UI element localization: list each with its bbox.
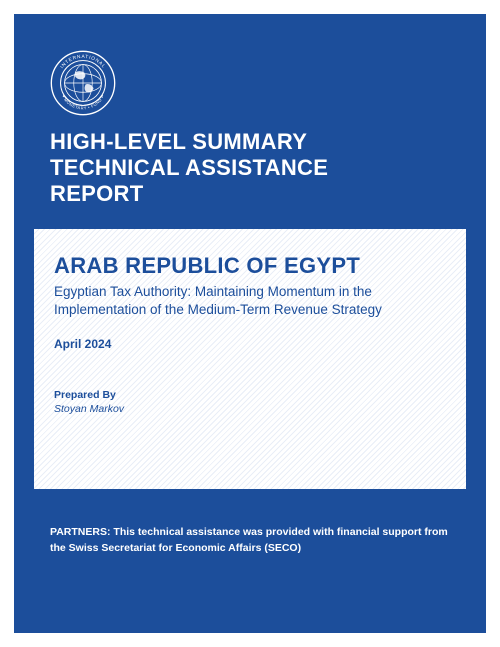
partners-text: This technical assistance was provided w…	[50, 526, 448, 554]
title-panel: ARAB REPUBLIC OF EGYPT Egyptian Tax Auth…	[34, 229, 466, 489]
logo-container: INTERNATIONAL • MONETARY • FUND •	[50, 50, 116, 116]
imf-seal-icon: INTERNATIONAL • MONETARY • FUND •	[50, 50, 116, 116]
author-name: Stoyan Markov	[54, 403, 446, 415]
country-title: ARAB REPUBLIC OF EGYPT	[54, 253, 446, 279]
report-subtitle: Egyptian Tax Authority: Maintaining Mome…	[54, 283, 414, 319]
report-cover: INTERNATIONAL • MONETARY • FUND • HIGH-L…	[14, 14, 486, 633]
headline-line-2: TECHNICAL ASSISTANCE	[50, 155, 450, 181]
prepared-by-label: Prepared By	[54, 389, 446, 401]
report-date: April 2024	[54, 337, 446, 351]
headline-line-3: REPORT	[50, 181, 450, 207]
partners-label: PARTNERS:	[50, 526, 110, 538]
headline-line-1: HIGH-LEVEL SUMMARY	[50, 129, 450, 155]
partners-note: PARTNERS: This technical assistance was …	[50, 524, 450, 557]
report-type-heading: HIGH-LEVEL SUMMARY TECHNICAL ASSISTANCE …	[50, 129, 450, 207]
